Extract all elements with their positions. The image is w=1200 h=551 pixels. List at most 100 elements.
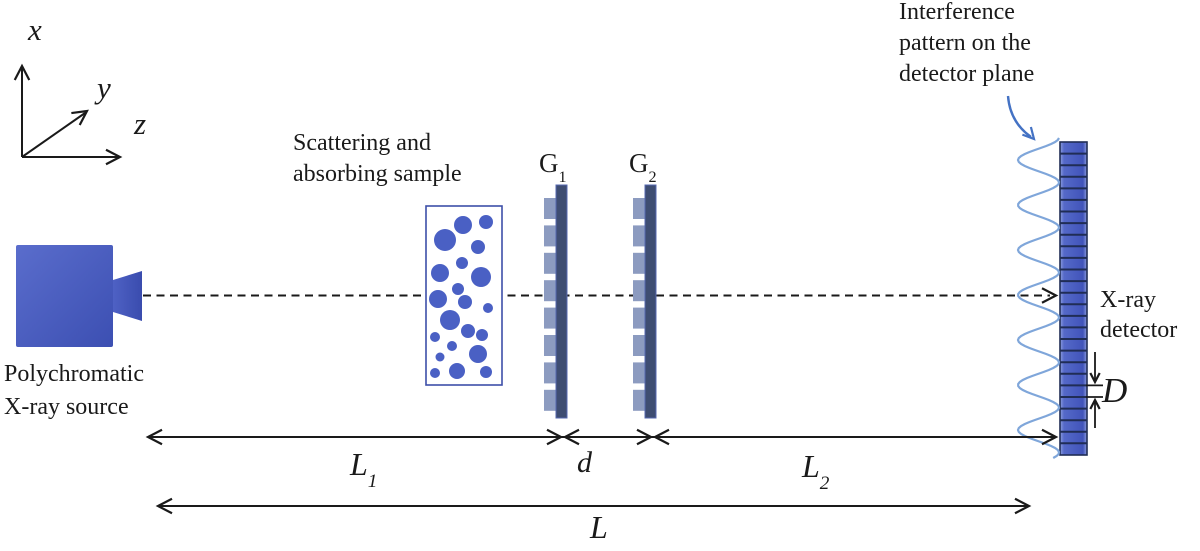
detector-pixel-rows <box>1060 152 1087 445</box>
arrowhead <box>1089 372 1101 385</box>
l1-sub: 1 <box>367 470 378 492</box>
sample-particle <box>458 295 472 309</box>
source-label: Polychromatic X-ray source <box>4 358 144 424</box>
arrowhead <box>71 109 89 126</box>
interference-wave <box>1016 137 1061 459</box>
grating-tooth <box>544 307 556 329</box>
source-body <box>16 245 113 347</box>
arrowhead <box>1014 497 1032 515</box>
sample-label-line2: absorbing sample <box>293 161 462 187</box>
sample-particle <box>480 366 492 378</box>
sample-particle <box>456 257 468 269</box>
sample-particle <box>471 267 491 287</box>
sample-particle <box>430 368 440 378</box>
g2-teeth <box>633 198 645 411</box>
arrowhead <box>145 428 163 446</box>
xray-source <box>16 245 142 347</box>
detector-label: X-ray detector <box>1100 285 1177 345</box>
g2-substrate <box>644 184 657 419</box>
source-label-line1: Polychromatic <box>4 361 144 387</box>
sample-particle <box>449 363 465 379</box>
g2-label: G2 <box>629 148 657 186</box>
sample-particle <box>483 303 493 313</box>
sample-particle <box>431 264 449 282</box>
interference-label-line3: detector plane <box>899 61 1035 87</box>
sample-particles <box>429 215 493 379</box>
distance-l1-label: L1 <box>350 446 377 492</box>
sample-particle <box>452 283 464 295</box>
annotation-arrowhead <box>1022 126 1036 141</box>
grating-tooth <box>633 225 645 247</box>
grating-tooth <box>544 335 556 356</box>
g1-label-base: G <box>539 148 559 178</box>
g2-label-base: G <box>629 148 649 178</box>
interference-label-line1: Interference <box>899 0 1015 25</box>
sample-particle <box>469 345 487 363</box>
grating-tooth <box>633 362 645 384</box>
xray-detector <box>1059 141 1088 456</box>
g2-label-sub: 2 <box>648 167 657 186</box>
source-label-line2: X-ray source <box>4 394 129 420</box>
arrowhead <box>13 63 31 81</box>
annotation-arrow <box>1006 95 1032 138</box>
arrowhead <box>652 428 670 446</box>
sample-particle <box>430 332 440 342</box>
grating-tooth <box>544 198 556 219</box>
l2-sub: 2 <box>819 472 830 494</box>
g1-label-sub: 1 <box>558 167 567 186</box>
arrowhead <box>1041 287 1059 304</box>
arrowhead <box>636 428 654 446</box>
grating-tooth <box>633 198 645 219</box>
distance-l-label: L <box>590 509 608 545</box>
axis-label-x: x <box>28 12 42 47</box>
arrowhead <box>546 428 564 446</box>
grating-tooth <box>544 252 556 274</box>
grating-tooth <box>633 307 645 329</box>
grating-tooth <box>633 252 645 274</box>
sample-label: Scattering and absorbing sample <box>293 128 462 190</box>
sample-particle <box>440 310 460 330</box>
arrowhead <box>1089 397 1101 410</box>
sample-particle <box>447 341 457 351</box>
sample <box>425 205 503 386</box>
grating-g2 <box>633 184 657 419</box>
coordinate-axes <box>21 68 118 158</box>
sample-particle <box>476 329 488 341</box>
grating-g1 <box>544 184 568 419</box>
g1-teeth <box>544 198 556 411</box>
sample-particle <box>461 324 475 338</box>
grating-tooth <box>633 389 645 411</box>
sample-particle <box>479 215 493 229</box>
arrowhead <box>105 148 123 166</box>
sample-particle <box>434 229 456 251</box>
arrowhead <box>155 497 173 515</box>
arrowhead <box>562 428 580 446</box>
arrowhead <box>1041 428 1059 446</box>
sample-particle <box>435 352 445 362</box>
distance-d-label: d <box>577 446 592 479</box>
detector-body <box>1059 141 1088 456</box>
g1-substrate <box>555 184 568 419</box>
source-cone <box>113 271 142 321</box>
detector-label-line2: detector <box>1100 317 1178 343</box>
grating-tooth <box>544 225 556 247</box>
l1-base: L <box>350 446 368 482</box>
grating-tooth <box>633 335 645 356</box>
measurement-lines <box>148 352 1103 507</box>
grating-tooth <box>544 362 556 384</box>
axis-label-z: z <box>134 106 147 141</box>
sample-label-line1: Scattering and <box>293 130 431 156</box>
sample-particle <box>471 240 485 254</box>
interference-label: Interference pattern on the detector pla… <box>899 0 1034 90</box>
grating-tooth <box>544 280 556 302</box>
sample-particle <box>429 290 447 308</box>
l2-base: L <box>802 448 820 484</box>
grating-tooth <box>544 389 556 411</box>
pixel-size-label: D <box>1102 371 1128 410</box>
sample-particle <box>454 216 472 234</box>
axis-label-y: y <box>97 70 111 105</box>
arrowheads <box>13 63 1101 515</box>
distance-l2-label: L2 <box>802 448 829 494</box>
